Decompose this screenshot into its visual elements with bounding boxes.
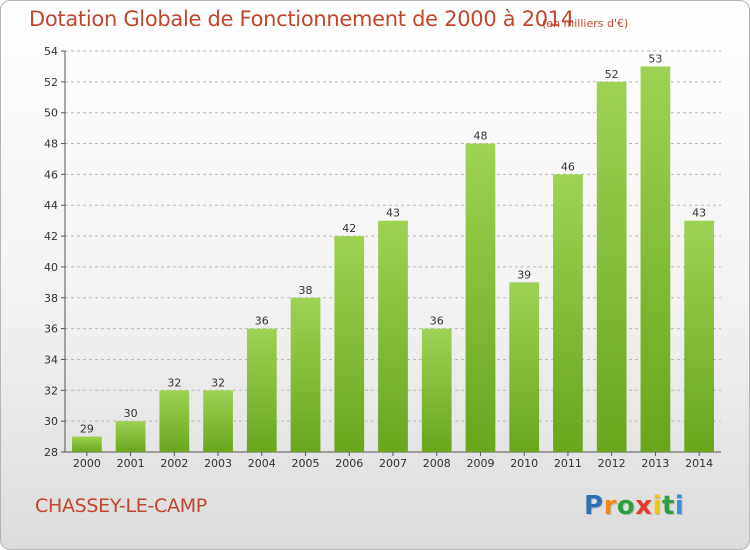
bar-value-label: 53 [648, 52, 662, 65]
y-tick-label: 52 [44, 76, 58, 89]
x-tick-label: 2007 [379, 457, 407, 470]
bar [378, 220, 408, 452]
bar-value-label: 36 [255, 315, 269, 328]
bar [246, 328, 277, 452]
x-tick-label: 2009 [466, 457, 494, 470]
x-tick-label: 2004 [248, 457, 276, 470]
bar [553, 174, 583, 452]
proxiti-logo[interactable]: Proxiti [584, 491, 684, 521]
chart-unit: (en milliers d'€) [542, 17, 629, 30]
bar-value-label: 30 [124, 407, 138, 420]
logo-letter: i [674, 491, 685, 521]
y-tick-label: 30 [44, 415, 58, 428]
bar-value-label: 39 [517, 268, 531, 281]
bar-value-label: 29 [80, 423, 94, 436]
y-tick-label: 36 [44, 323, 58, 336]
bar [684, 220, 715, 452]
bar-value-label: 32 [167, 376, 181, 389]
y-tick-label: 50 [44, 107, 58, 120]
x-tick-label: 2012 [598, 457, 626, 470]
bar [71, 436, 102, 452]
y-tick-label: 32 [44, 384, 58, 397]
x-tick-label: 2006 [335, 457, 363, 470]
commune-name: CHASSEY-LE-CAMP [35, 495, 207, 517]
logo-letter: P [584, 491, 604, 521]
bar-value-label: 42 [342, 222, 356, 235]
bar-value-label: 36 [430, 315, 444, 328]
logo-letter: t [661, 491, 675, 521]
bar-value-label: 46 [561, 160, 575, 173]
bar [596, 81, 627, 452]
y-tick-label: 44 [44, 199, 58, 212]
bar-value-label: 32 [211, 376, 225, 389]
y-tick-label: 38 [44, 292, 58, 305]
bar [640, 66, 671, 452]
y-tick-label: 40 [44, 261, 58, 274]
y-tick-label: 46 [44, 168, 58, 181]
logo-letter: r [603, 491, 617, 521]
logo-letter: o [616, 491, 636, 521]
x-tick-label: 2010 [510, 457, 538, 470]
bar [421, 328, 452, 452]
logo-letter: x [635, 491, 653, 521]
bar [290, 297, 321, 452]
bar [465, 143, 496, 453]
x-tick-label: 2008 [423, 457, 451, 470]
bar [509, 282, 540, 452]
x-tick-label: 2014 [685, 457, 713, 470]
y-tick-label: 54 [44, 45, 58, 58]
bar [203, 390, 233, 452]
bar-value-label: 43 [692, 207, 706, 220]
bar [159, 390, 190, 452]
bar-value-label: 48 [473, 130, 487, 143]
chart-title: Dotation Globale de Fonctionnement de 20… [29, 7, 574, 31]
x-tick-label: 2000 [73, 457, 101, 470]
y-tick-label: 34 [44, 353, 58, 366]
x-tick-label: 2011 [554, 457, 582, 470]
y-tick-label: 28 [44, 446, 58, 459]
y-tick-label: 48 [44, 138, 58, 151]
bar [334, 236, 365, 452]
x-tick-label: 2013 [641, 457, 669, 470]
x-tick-label: 2005 [292, 457, 320, 470]
x-tick-label: 2002 [160, 457, 188, 470]
bar-value-label: 43 [386, 207, 400, 220]
x-tick-label: 2001 [117, 457, 145, 470]
bar [115, 421, 146, 452]
logo-letter: i [652, 491, 662, 521]
bar-value-label: 38 [299, 284, 313, 297]
bar-value-label: 52 [605, 68, 619, 81]
x-tick-label: 2003 [204, 457, 232, 470]
y-tick-label: 42 [44, 230, 58, 243]
